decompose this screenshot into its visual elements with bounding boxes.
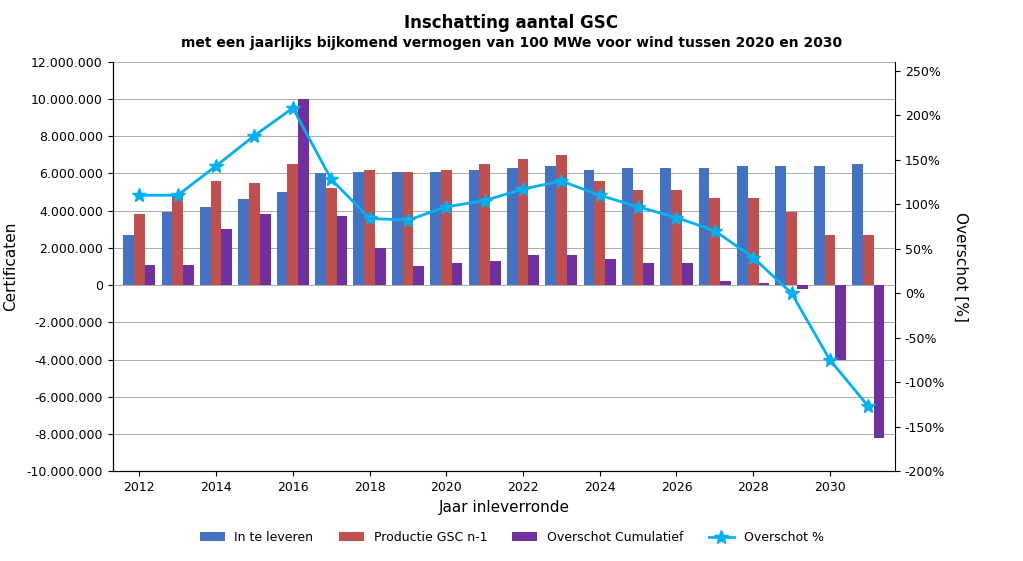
- Bar: [557, 155, 567, 285]
- Bar: [479, 164, 490, 285]
- Bar: [276, 192, 287, 285]
- Bar: [287, 164, 298, 285]
- Overschot %: [555, 178, 568, 185]
- Bar: [250, 183, 260, 285]
- Bar: [720, 282, 730, 285]
- Overschot %: [862, 403, 875, 410]
- Bar: [748, 197, 759, 285]
- Bar: [325, 188, 337, 285]
- Bar: [567, 255, 577, 285]
- X-axis label: Jaar inleverronde: Jaar inleverronde: [438, 499, 570, 514]
- Bar: [545, 166, 557, 285]
- Bar: [221, 229, 232, 285]
- Y-axis label: Overschot [%]: Overschot [%]: [953, 211, 969, 321]
- Bar: [172, 196, 183, 285]
- Bar: [825, 235, 836, 285]
- Bar: [490, 261, 500, 285]
- Bar: [441, 169, 452, 285]
- Bar: [145, 265, 155, 285]
- Overschot %: [249, 132, 261, 139]
- Bar: [413, 266, 425, 285]
- Bar: [123, 235, 134, 285]
- Bar: [403, 172, 413, 285]
- Bar: [528, 255, 539, 285]
- Bar: [710, 197, 720, 285]
- Legend: In te leveren, Productie GSC n-1, Overschot Cumulatief, Overschot %: In te leveren, Productie GSC n-1, Oversc…: [194, 526, 829, 549]
- Overschot %: [440, 204, 452, 210]
- Bar: [238, 200, 250, 285]
- Bar: [632, 190, 643, 285]
- Bar: [452, 263, 462, 285]
- Bar: [836, 285, 846, 360]
- Bar: [315, 173, 325, 285]
- Text: met een jaarlijks bijkomend vermogen van 100 MWe voor wind tussen 2020 en 2030: met een jaarlijks bijkomend vermogen van…: [181, 36, 842, 50]
- Bar: [211, 181, 221, 285]
- Bar: [852, 164, 863, 285]
- Overschot %: [709, 228, 721, 234]
- Overschot %: [286, 105, 299, 112]
- Bar: [671, 190, 681, 285]
- Y-axis label: Certificaten: Certificaten: [3, 222, 18, 311]
- Bar: [299, 99, 309, 285]
- Bar: [622, 168, 632, 285]
- Bar: [874, 285, 885, 438]
- Bar: [681, 263, 693, 285]
- Bar: [134, 214, 145, 285]
- Bar: [337, 216, 348, 285]
- Overschot %: [517, 186, 529, 192]
- Bar: [661, 168, 671, 285]
- Bar: [469, 169, 479, 285]
- Bar: [606, 259, 616, 285]
- Bar: [162, 213, 172, 285]
- Bar: [787, 213, 797, 285]
- Bar: [775, 166, 787, 285]
- Bar: [759, 283, 769, 285]
- Bar: [354, 172, 364, 285]
- Overschot %: [479, 197, 491, 204]
- Overschot %: [632, 204, 644, 210]
- Bar: [862, 235, 874, 285]
- Text: Inschatting aantal GSC: Inschatting aantal GSC: [404, 14, 619, 32]
- Bar: [737, 166, 748, 285]
- Overschot %: [402, 217, 414, 223]
- Bar: [594, 181, 606, 285]
- Overschot %: [670, 214, 682, 221]
- Bar: [699, 168, 710, 285]
- Bar: [797, 285, 808, 289]
- Bar: [392, 172, 403, 285]
- Bar: [201, 207, 211, 285]
- Overschot %: [363, 215, 375, 222]
- Overschot %: [210, 163, 222, 169]
- Bar: [375, 248, 386, 285]
- Bar: [183, 265, 194, 285]
- Bar: [518, 159, 528, 285]
- Bar: [584, 169, 594, 285]
- Overschot %: [747, 254, 759, 261]
- Overschot %: [325, 176, 338, 182]
- Overschot %: [824, 357, 836, 364]
- Overschot %: [593, 192, 606, 199]
- Bar: [431, 172, 441, 285]
- Line: Overschot %: Overschot %: [132, 101, 876, 413]
- Overschot %: [172, 192, 184, 199]
- Overschot %: [786, 290, 798, 297]
- Bar: [643, 263, 655, 285]
- Bar: [813, 166, 825, 285]
- Bar: [364, 169, 374, 285]
- Bar: [507, 168, 518, 285]
- Bar: [260, 214, 270, 285]
- Overschot %: [133, 192, 145, 199]
